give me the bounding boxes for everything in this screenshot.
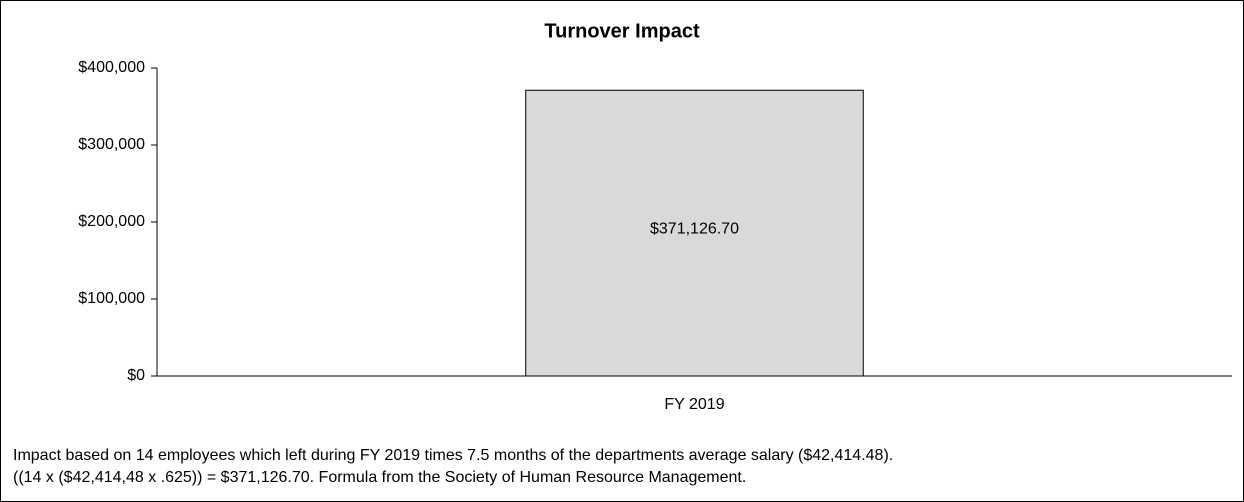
footnote: ((14 x ($42,414,48 x .625)) = $371,126.7… [13, 469, 746, 486]
x-tick-label: FY 2019 [664, 396, 724, 413]
y-tick-label: $200,000 [78, 213, 145, 230]
y-tick-label: $100,000 [78, 290, 145, 307]
y-tick-label: $0 [127, 367, 145, 384]
y-tick-label: $400,000 [78, 59, 145, 76]
data-label: $371,126.70 [650, 220, 739, 237]
y-tick-label: $300,000 [78, 136, 145, 153]
chart-title: Turnover Impact [544, 20, 700, 42]
footnote: Impact based on 14 employees which left … [13, 447, 893, 464]
bar [525, 89, 864, 377]
